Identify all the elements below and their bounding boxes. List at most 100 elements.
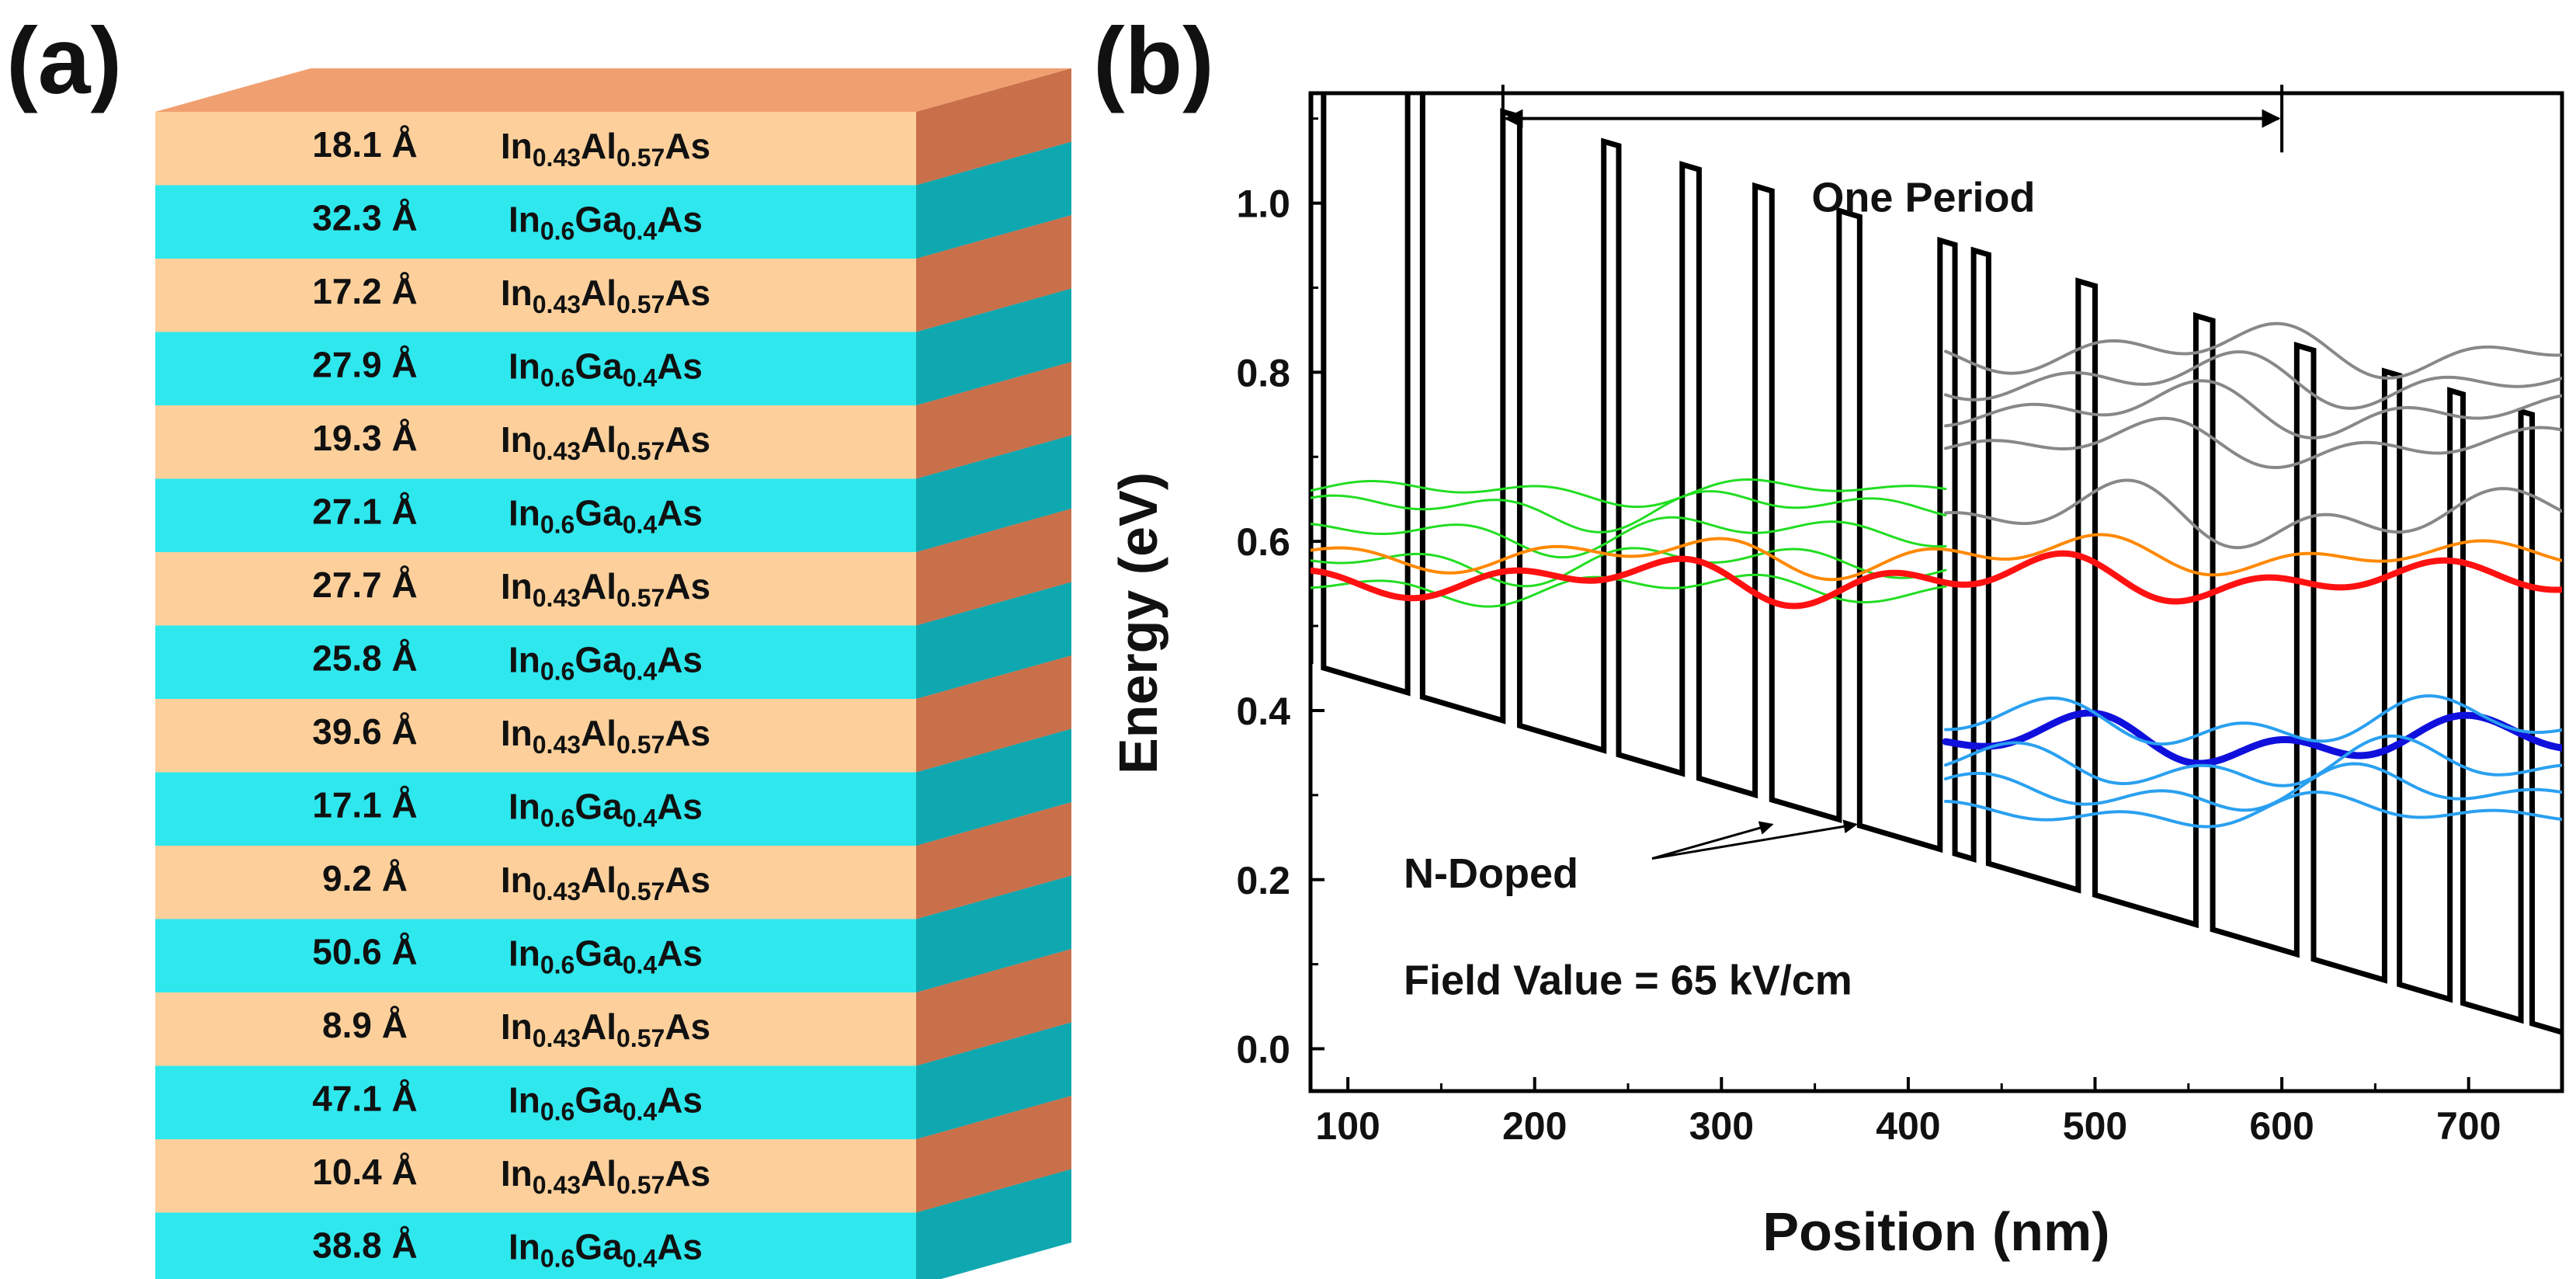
layer-front-face: [155, 699, 916, 773]
layer-side-face: [916, 288, 1071, 405]
layer-thickness: 18.1 Å: [312, 124, 418, 165]
y-tick-label: 1.0: [1236, 182, 1290, 226]
x-tick-label: 400: [1876, 1104, 1940, 1148]
layer-1: 18.1 Å In0.43Al0.57As: [155, 68, 1071, 186]
layer-front-face: [155, 992, 916, 1066]
layer-front-face: [155, 478, 916, 552]
n-doped-arrow-2: [1651, 819, 1858, 860]
wavefunction-green-1: [1311, 478, 1947, 509]
x-tick-label: 100: [1315, 1104, 1380, 1148]
y-tick-label: 0.8: [1236, 351, 1290, 394]
layer-thickness: 8.9 Å: [322, 1005, 408, 1045]
wavefunction-grey-3: [1944, 379, 2562, 440]
x-tick-label: 500: [2063, 1104, 2127, 1148]
wavefunction-red: [1311, 550, 2562, 610]
layer-front-face: [155, 625, 916, 699]
layer-side-face: [916, 655, 1071, 773]
layer-thickness: 32.3 Å: [312, 198, 418, 238]
plot-frame: [1308, 91, 2564, 1093]
layer-front-face: [155, 185, 916, 259]
wavefunction-green-5: [1311, 573, 1947, 608]
layer-material: In0.6Ga0.4As: [509, 640, 703, 686]
wavefunction-grey-5: [1944, 478, 2562, 550]
layer-thickness: 39.6 Å: [312, 711, 418, 752]
wavefunction-green-2: [1311, 490, 1947, 533]
layer-side-face: [916, 802, 1071, 919]
layer-material: In0.43Al0.57As: [501, 566, 710, 612]
layer-thickness: 17.2 Å: [312, 271, 418, 311]
layer-side-face: [916, 141, 1071, 259]
wavefunction-lightblue-3: [1944, 762, 2562, 812]
layer-side-face: [916, 1022, 1071, 1139]
layer-side-face: [916, 215, 1071, 332]
layer-front-face: [155, 772, 916, 846]
wavefunction-grey-4: [1944, 416, 2562, 470]
layer-thickness: 27.7 Å: [312, 565, 418, 605]
layer-material: In0.6Ga0.4As: [509, 493, 703, 539]
layer-material: In0.43Al0.57As: [501, 126, 710, 172]
layer-top-face: [155, 68, 1071, 112]
field-value-label: Field Value = 65 kV/cm: [1404, 957, 1852, 1003]
y-axis-title: Energy (eV): [1108, 472, 1168, 774]
wavefunction-lightblue-1: [1944, 694, 2562, 746]
layer-front-face: [155, 1139, 916, 1213]
layer-thickness: 50.6 Å: [312, 932, 418, 972]
layer-front-face: [155, 1212, 916, 1279]
x-axis-title: Position (nm): [1762, 1201, 2109, 1262]
layer-front-face: [155, 552, 916, 626]
layer-material: In0.43Al0.57As: [501, 860, 710, 905]
layer-material: In0.6Ga0.4As: [509, 933, 703, 979]
layer-thickness: 27.9 Å: [312, 345, 418, 385]
layer-side-face: [916, 68, 1071, 186]
n-doped-label: N-Doped: [1404, 850, 1578, 897]
layer-material: In0.6Ga0.4As: [509, 1227, 703, 1273]
y-tick-label: 0.2: [1236, 859, 1290, 902]
layer-thickness: 17.1 Å: [312, 785, 418, 825]
layer-thickness: 38.8 Å: [312, 1225, 418, 1266]
n-doped-arrow-1: [1651, 821, 1774, 860]
layer-thickness: 25.8 Å: [312, 638, 418, 679]
wavefunction-lightblue-2: [1944, 734, 2562, 787]
layer-material: In0.6Ga0.4As: [509, 346, 703, 392]
layer-side-face: [916, 949, 1071, 1066]
panel-b-label: (b): [1093, 8, 1214, 113]
wavefunction-lightblue-4: [1944, 791, 2562, 829]
layer-front-face: [155, 259, 916, 332]
layer-thickness: 10.4 Å: [312, 1152, 418, 1192]
layer-thickness: 27.1 Å: [312, 492, 418, 532]
layer-side-face: [916, 435, 1071, 552]
layer-side-face: [916, 728, 1071, 846]
y-tick-label: 0.4: [1236, 690, 1290, 733]
layer-front-face: [155, 846, 916, 919]
layer-front-face: [155, 1065, 916, 1139]
panel-a-label: (a): [6, 8, 122, 113]
layer-material: In0.6Ga0.4As: [509, 787, 703, 832]
band-diagram-chart: 100 200 300 400 500 600 700 0.0 0.2 0.4 0.6 0.8 1.0 P…: [1108, 85, 2564, 1262]
layer-front-face: [155, 405, 916, 479]
layer-material: In0.43Al0.57As: [501, 1153, 710, 1199]
wavefunction-green-3: [1311, 516, 1947, 559]
layer-front-face: [155, 332, 916, 405]
layer-front-face: [155, 112, 916, 186]
layer-stack: 38.8 Å In0.6Ga0.4As 10.4 Å In0.43Al0.57As 47…: [155, 68, 1071, 1279]
layer-front-face: [155, 919, 916, 992]
layer-material: In0.43Al0.57As: [501, 419, 710, 465]
x-tick-label: 200: [1502, 1104, 1567, 1148]
layer-material: In0.43Al0.57As: [501, 273, 710, 318]
layer-material: In0.6Ga0.4As: [509, 1080, 703, 1126]
layer-thickness: 19.3 Å: [312, 418, 418, 458]
layer-material: In0.43Al0.57As: [501, 1006, 710, 1052]
layer-side-face: [916, 1096, 1071, 1213]
y-tick-label: 0.6: [1236, 520, 1290, 564]
layer-side-face: [916, 362, 1071, 479]
wavefunction-blue-dark: [1942, 709, 2562, 767]
layer-side-face: [916, 509, 1071, 626]
layer-thickness: 9.2 Å: [322, 858, 408, 898]
layer-material: In0.43Al0.57As: [501, 713, 710, 759]
layer-side-face: [916, 875, 1071, 992]
layer-side-face: [916, 1169, 1071, 1279]
wavefunction-orange: [1311, 533, 2562, 582]
layer-thickness: 47.1 Å: [312, 1079, 418, 1119]
layer-side-face: [916, 582, 1071, 699]
